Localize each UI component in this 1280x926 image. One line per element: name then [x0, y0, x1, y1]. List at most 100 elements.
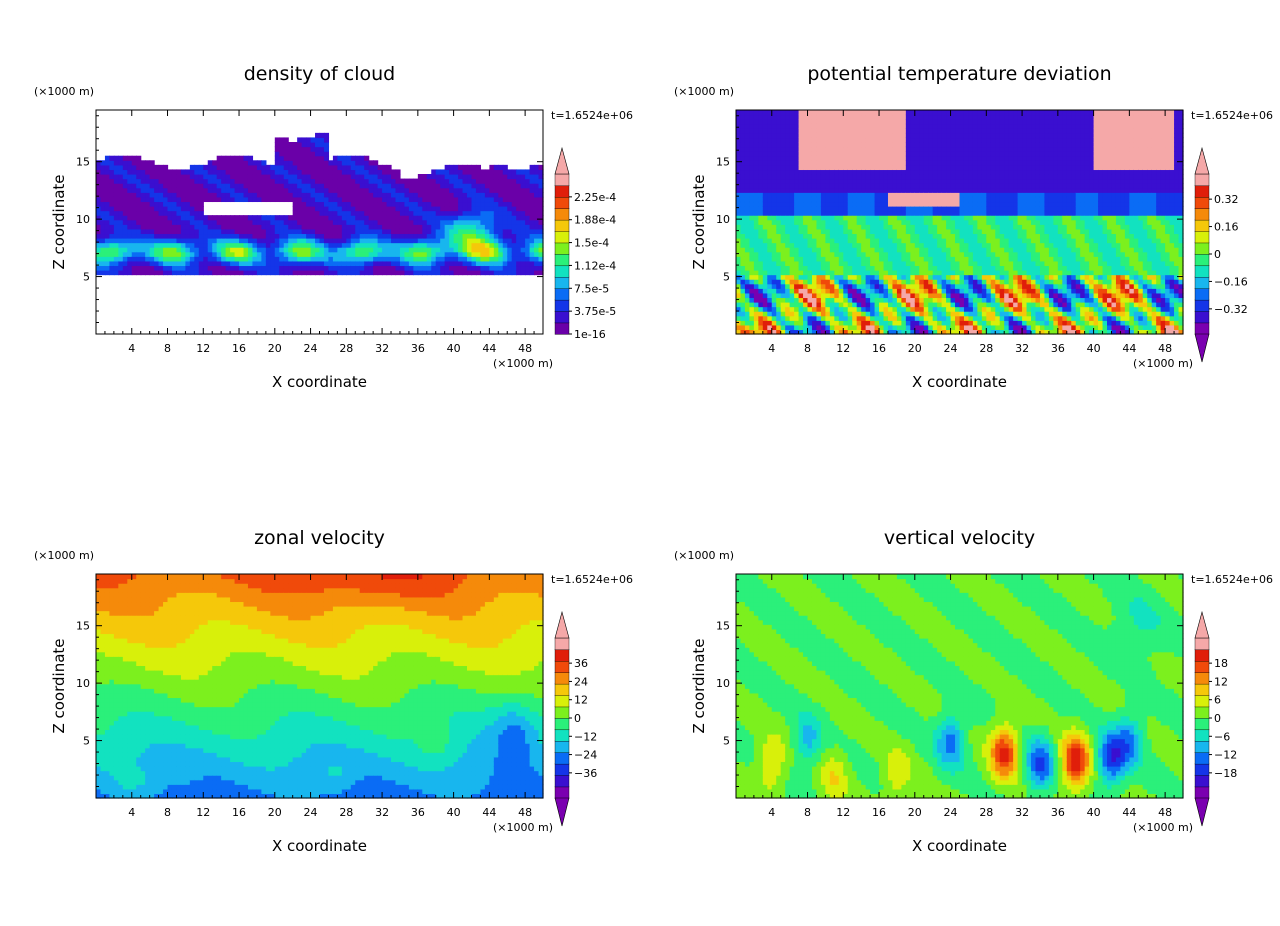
heatmap-cell [319, 142, 325, 148]
heatmap-cell [919, 142, 925, 148]
heatmap-cell [740, 114, 746, 120]
heatmap-cell [905, 210, 911, 216]
heatmap-cell [189, 183, 195, 189]
heatmap-cell [140, 187, 146, 193]
heatmap-cell [180, 228, 186, 235]
heatmap-cell [887, 265, 894, 271]
heatmap-cell [239, 178, 245, 184]
heatmap-cell [749, 110, 755, 116]
heatmap-cell [807, 274, 813, 280]
heatmap-cell [865, 164, 871, 171]
heatmap-cell [306, 174, 312, 180]
heatmap-cell [426, 251, 432, 257]
heatmap-cell [413, 238, 419, 244]
heatmap-cell [905, 164, 911, 171]
heatmap-cell [230, 192, 236, 198]
heatmap-cell [910, 178, 916, 184]
heatmap-cell [932, 210, 938, 216]
heatmap-cell [283, 219, 289, 225]
heatmap-cell [803, 297, 809, 303]
heatmap-cell [771, 164, 777, 171]
heatmap-cell [838, 169, 844, 175]
heatmap-cell [896, 242, 902, 248]
heatmap-cell [337, 260, 343, 267]
heatmap-cell [856, 320, 862, 326]
heatmap-cell [301, 174, 307, 180]
heatmap-cell [749, 260, 755, 267]
heatmap-cell [404, 256, 410, 262]
heatmap-cell [798, 224, 804, 230]
heatmap-cell [825, 306, 831, 312]
heatmap-cell [905, 242, 911, 248]
heatmap-cell [306, 215, 312, 221]
heatmap-cell [274, 178, 280, 184]
heatmap-cell [874, 151, 880, 157]
heatmap-cell [292, 256, 298, 262]
heatmap-cell [283, 224, 289, 230]
heatmap-cell [896, 201, 902, 207]
heatmap-cell [230, 174, 236, 180]
heatmap-cell [310, 242, 316, 248]
heatmap-cell [431, 238, 437, 244]
heatmap-cell [489, 196, 495, 203]
heatmap-cell [520, 238, 526, 244]
heatmap-cell [852, 174, 858, 180]
heatmap-cell [928, 329, 934, 335]
heatmap-cell [399, 265, 406, 271]
heatmap-cell [825, 123, 831, 129]
heatmap-cell [498, 270, 504, 276]
heatmap-cell [145, 256, 151, 262]
heatmap-cell [306, 142, 312, 148]
heatmap-cell [484, 210, 490, 216]
heatmap-cell [180, 201, 186, 207]
heatmap-cell [896, 114, 902, 120]
heatmap-cell [359, 174, 365, 180]
heatmap-cell [932, 137, 938, 143]
heatmap-cell [829, 174, 835, 180]
heatmap-cell [355, 164, 361, 171]
heatmap-cell [892, 251, 898, 257]
heatmap-cell [937, 178, 943, 184]
heatmap-cell [283, 178, 289, 184]
heatmap-cell [194, 219, 200, 225]
heatmap-cell [816, 164, 822, 171]
heatmap-cell [426, 215, 432, 221]
heatmap-cell [892, 123, 898, 129]
heatmap-cell [838, 224, 844, 230]
heatmap-cell [879, 279, 885, 285]
heatmap-cell [856, 292, 862, 299]
heatmap-cell [467, 238, 473, 244]
heatmap-cell [776, 270, 782, 276]
heatmap-cell [301, 251, 307, 257]
heatmap-cell [758, 151, 764, 157]
heatmap-cell [534, 251, 540, 257]
heatmap-cell [896, 311, 902, 317]
heatmap-cell [758, 302, 764, 308]
colorbar-swatch [554, 230, 570, 244]
heatmap-cell [910, 215, 916, 221]
heatmap-cell [158, 178, 164, 184]
heatmap-cell [923, 187, 929, 193]
heatmap-cell [865, 151, 871, 157]
heatmap-cell [941, 123, 947, 129]
heatmap-cell [803, 315, 809, 321]
heatmap-cell [306, 238, 312, 244]
heatmap-cell [265, 178, 271, 184]
heatmap-cell [744, 228, 751, 235]
heatmap-cell [319, 137, 325, 143]
heatmap-cell [905, 137, 911, 143]
heatmap-cell [816, 146, 822, 152]
heatmap-cell [892, 315, 898, 321]
heatmap-cell [118, 256, 124, 262]
heatmap-cell [807, 196, 813, 203]
heatmap-cell [887, 302, 894, 308]
heatmap-cell [798, 238, 804, 244]
heatmap-cell [323, 260, 330, 267]
heatmap-cell [816, 183, 822, 189]
heatmap-cell [391, 265, 397, 271]
heatmap-cell [843, 270, 849, 276]
heatmap-cell [538, 169, 544, 175]
heatmap-cell [901, 187, 907, 193]
heatmap-cell [109, 265, 115, 271]
heatmap-cell [355, 265, 361, 271]
